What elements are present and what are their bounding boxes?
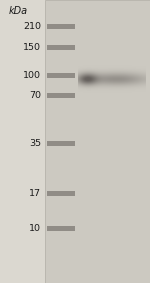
Bar bbox=[46, 24, 75, 29]
Bar bbox=[46, 191, 75, 196]
Text: 150: 150 bbox=[23, 43, 41, 52]
Bar bbox=[45, 0, 150, 283]
Text: 35: 35 bbox=[29, 139, 41, 148]
Text: 210: 210 bbox=[23, 22, 41, 31]
Text: kDa: kDa bbox=[8, 6, 28, 16]
Text: 100: 100 bbox=[23, 71, 41, 80]
Bar bbox=[46, 73, 75, 78]
Text: 10: 10 bbox=[29, 224, 41, 233]
Bar bbox=[46, 93, 75, 98]
Bar bbox=[46, 141, 75, 146]
Bar bbox=[46, 45, 75, 50]
Text: 70: 70 bbox=[29, 91, 41, 100]
Text: 17: 17 bbox=[29, 189, 41, 198]
Bar bbox=[46, 226, 75, 231]
